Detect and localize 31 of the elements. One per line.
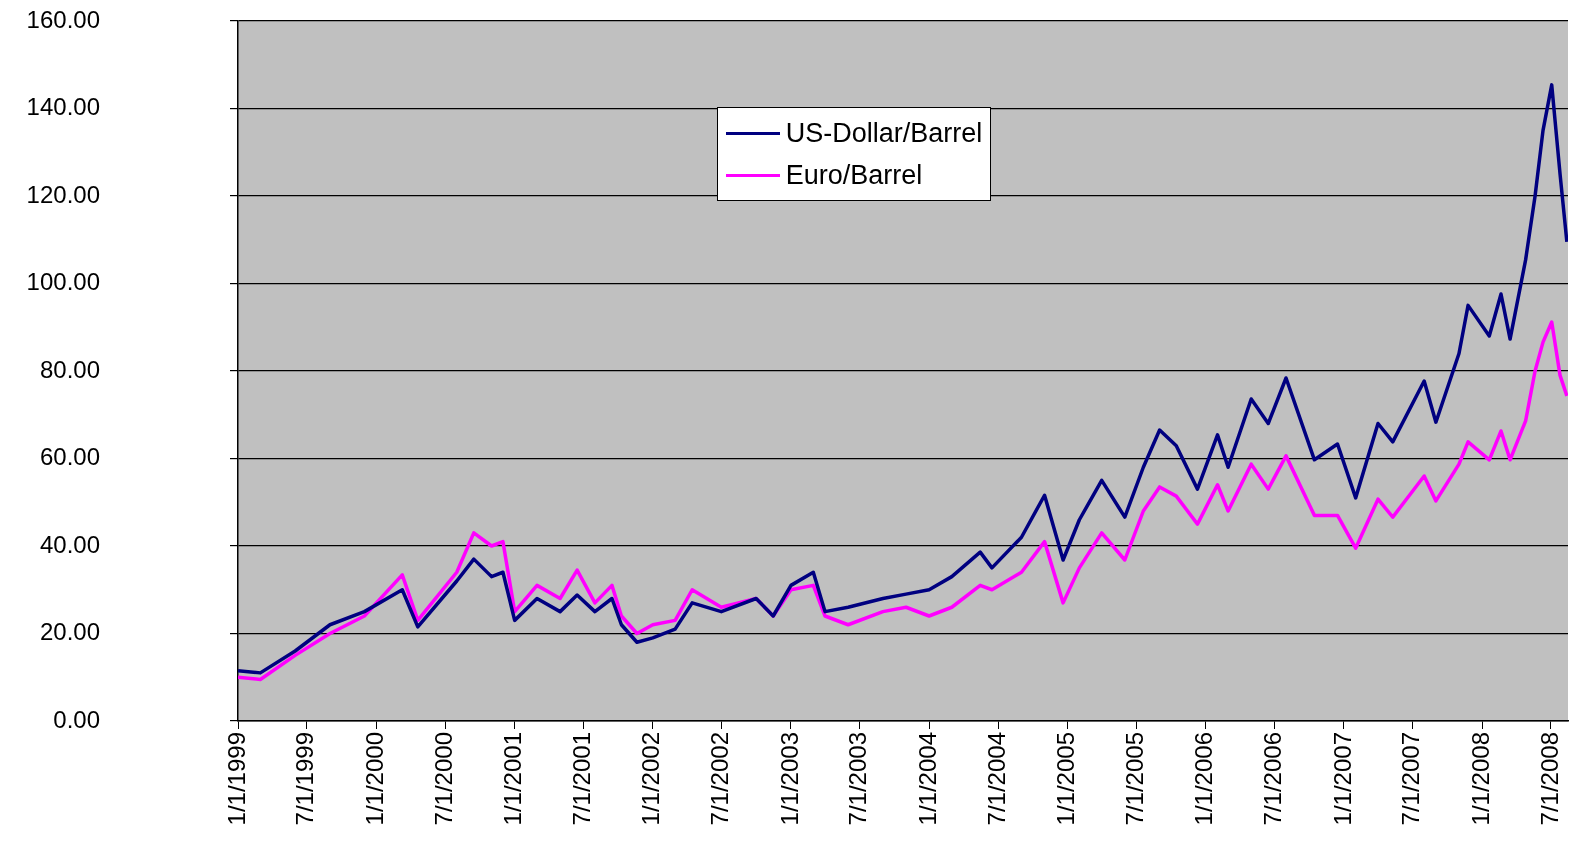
y-tick-label: 100.00 bbox=[26, 268, 100, 296]
x-tick-label: 7/1/2001 bbox=[567, 732, 595, 826]
x-tick-label: 1/1/2000 bbox=[360, 732, 388, 826]
x-tick-label: 1/1/2002 bbox=[637, 732, 665, 826]
y-tick-label: 60.00 bbox=[39, 443, 100, 471]
x-tick-label: 7/1/1999 bbox=[291, 732, 319, 826]
x-tick-label: 7/1/2000 bbox=[429, 732, 457, 826]
x-tick-label: 1/1/2003 bbox=[775, 732, 803, 826]
y-tick-label: 0.00 bbox=[53, 705, 100, 733]
x-tick-label: 1/1/2005 bbox=[1052, 732, 1080, 826]
x-tick-label: 7/1/2005 bbox=[1120, 732, 1148, 826]
y-tick-label: 140.00 bbox=[26, 93, 100, 121]
y-tick-label: 40.00 bbox=[39, 530, 100, 558]
x-tick-label: 7/1/2004 bbox=[982, 732, 1010, 826]
x-tick-label: 7/1/2008 bbox=[1535, 732, 1563, 826]
x-tick-label: 1/1/2004 bbox=[913, 732, 941, 826]
legend-label: Euro/Barrel bbox=[785, 159, 923, 191]
x-tick-label: 7/1/2007 bbox=[1397, 732, 1425, 826]
x-tick-label: 7/1/2006 bbox=[1258, 732, 1286, 826]
x-tick-label: 1/1/1999 bbox=[222, 732, 250, 826]
y-tick-label: 80.00 bbox=[39, 355, 100, 383]
x-tick-label: 1/1/2008 bbox=[1466, 732, 1494, 826]
x-tick-label: 1/1/2006 bbox=[1190, 732, 1218, 826]
x-tick-label: 7/1/2002 bbox=[705, 732, 733, 826]
x-tick-label: 1/1/2001 bbox=[499, 732, 527, 826]
y-tick-label: 20.00 bbox=[39, 618, 100, 646]
x-tick-label: 7/1/2003 bbox=[844, 732, 872, 826]
y-tick-label: 120.00 bbox=[26, 180, 100, 208]
x-tick-label: 1/1/2007 bbox=[1328, 732, 1356, 826]
legend-label: US-Dollar/Barrel bbox=[785, 117, 983, 149]
y-tick-label: 160.00 bbox=[26, 5, 100, 33]
